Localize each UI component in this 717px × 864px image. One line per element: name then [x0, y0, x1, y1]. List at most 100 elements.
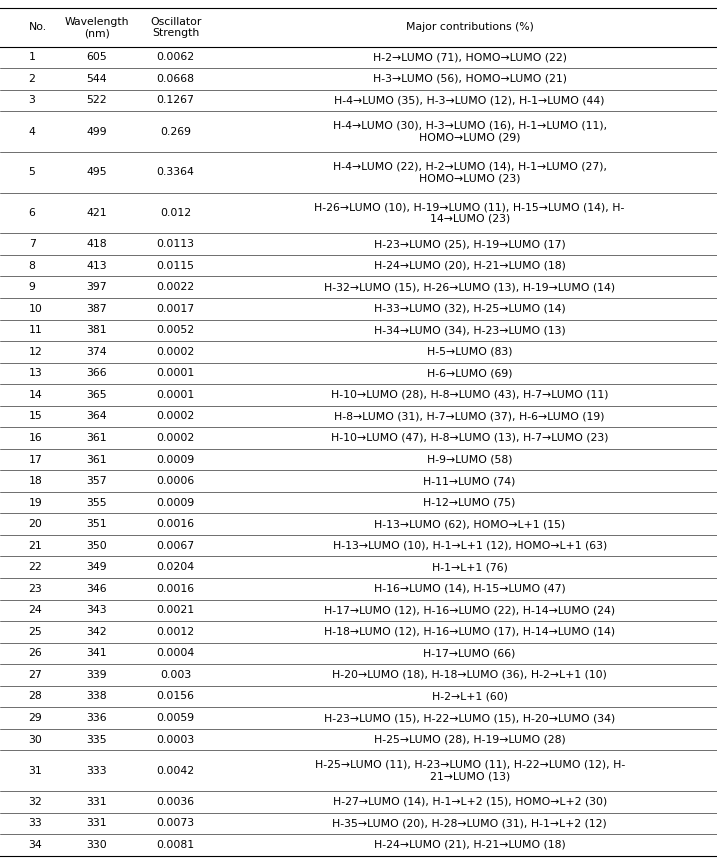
Text: 3: 3: [29, 96, 36, 105]
Text: H-5→LUMO (83): H-5→LUMO (83): [427, 346, 513, 357]
Text: No.: No.: [29, 22, 47, 33]
Text: H-11→LUMO (74): H-11→LUMO (74): [424, 476, 516, 486]
Text: 34: 34: [29, 840, 42, 850]
Text: H-4→LUMO (35), H-3→LUMO (12), H-1→LUMO (44): H-4→LUMO (35), H-3→LUMO (12), H-1→LUMO (…: [334, 96, 605, 105]
Text: 374: 374: [87, 346, 107, 357]
Text: 381: 381: [87, 325, 107, 335]
Text: 10: 10: [29, 304, 42, 314]
Text: 2: 2: [29, 74, 36, 84]
Text: 355: 355: [87, 498, 107, 508]
Text: 31: 31: [29, 766, 42, 776]
Text: 21: 21: [29, 541, 42, 550]
Text: H-25→LUMO (28), H-19→LUMO (28): H-25→LUMO (28), H-19→LUMO (28): [374, 734, 566, 745]
Text: H-9→LUMO (58): H-9→LUMO (58): [427, 454, 513, 465]
Text: 0.0062: 0.0062: [156, 53, 195, 62]
Text: 0.0004: 0.0004: [156, 648, 195, 658]
Text: H-12→LUMO (75): H-12→LUMO (75): [424, 498, 516, 508]
Text: 9: 9: [29, 283, 36, 292]
Text: 6: 6: [29, 208, 36, 218]
Text: H-23→LUMO (25), H-19→LUMO (17): H-23→LUMO (25), H-19→LUMO (17): [374, 239, 566, 249]
Text: 0.0016: 0.0016: [156, 584, 195, 594]
Text: 28: 28: [29, 691, 42, 702]
Text: 4: 4: [29, 127, 36, 137]
Text: 361: 361: [87, 433, 107, 443]
Text: 0.0002: 0.0002: [156, 433, 195, 443]
Text: 25: 25: [29, 627, 42, 637]
Text: H-27→LUMO (14), H-1→L+2 (15), HOMO→L+2 (30): H-27→LUMO (14), H-1→L+2 (15), HOMO→L+2 (…: [333, 797, 607, 807]
Text: 331: 331: [87, 818, 107, 829]
Text: 15: 15: [29, 411, 42, 422]
Text: 0.0022: 0.0022: [156, 283, 195, 292]
Text: 7: 7: [29, 239, 36, 249]
Text: H-35→LUMO (20), H-28→LUMO (31), H-1→L+2 (12): H-35→LUMO (20), H-28→LUMO (31), H-1→L+2 …: [332, 818, 607, 829]
Text: 27: 27: [29, 670, 42, 680]
Text: 12: 12: [29, 346, 42, 357]
Text: 0.0001: 0.0001: [156, 368, 195, 378]
Text: 1: 1: [29, 53, 36, 62]
Text: 0.0059: 0.0059: [156, 713, 195, 723]
Text: 8: 8: [29, 261, 36, 270]
Text: H-25→LUMO (11), H-23→LUMO (11), H-22→LUMO (12), H-
21→LUMO (13): H-25→LUMO (11), H-23→LUMO (11), H-22→LUM…: [315, 760, 625, 782]
Text: 0.1267: 0.1267: [157, 96, 194, 105]
Text: 19: 19: [29, 498, 42, 508]
Text: 0.3364: 0.3364: [157, 168, 194, 177]
Text: H-17→LUMO (12), H-16→LUMO (22), H-14→LUMO (24): H-17→LUMO (12), H-16→LUMO (22), H-14→LUM…: [324, 606, 615, 615]
Text: 0.0042: 0.0042: [156, 766, 195, 776]
Text: H-20→LUMO (18), H-18→LUMO (36), H-2→L+1 (10): H-20→LUMO (18), H-18→LUMO (36), H-2→L+1 …: [332, 670, 607, 680]
Text: 0.0012: 0.0012: [156, 627, 195, 637]
Text: 0.003: 0.003: [160, 670, 191, 680]
Text: 11: 11: [29, 325, 42, 335]
Text: H-26→LUMO (10), H-19→LUMO (11), H-15→LUMO (14), H-
14→LUMO (23): H-26→LUMO (10), H-19→LUMO (11), H-15→LUM…: [315, 202, 625, 224]
Text: 333: 333: [87, 766, 107, 776]
Text: 0.0052: 0.0052: [156, 325, 195, 335]
Text: 0.0009: 0.0009: [156, 454, 195, 465]
Text: 0.012: 0.012: [160, 208, 191, 218]
Text: 387: 387: [87, 304, 107, 314]
Text: 397: 397: [87, 283, 107, 292]
Text: 0.0001: 0.0001: [156, 390, 195, 400]
Text: H-18→LUMO (12), H-16→LUMO (17), H-14→LUMO (14): H-18→LUMO (12), H-16→LUMO (17), H-14→LUM…: [324, 627, 615, 637]
Text: 605: 605: [87, 53, 107, 62]
Text: H-10→LUMO (47), H-8→LUMO (13), H-7→LUMO (23): H-10→LUMO (47), H-8→LUMO (13), H-7→LUMO …: [331, 433, 609, 443]
Text: 413: 413: [87, 261, 107, 270]
Text: H-1→L+1 (76): H-1→L+1 (76): [432, 562, 508, 572]
Text: Oscillator
Strength: Oscillator Strength: [150, 16, 201, 38]
Text: H-4→LUMO (22), H-2→LUMO (14), H-1→LUMO (27),
HOMO→LUMO (23): H-4→LUMO (22), H-2→LUMO (14), H-1→LUMO (…: [333, 162, 607, 183]
Text: 350: 350: [87, 541, 107, 550]
Text: 335: 335: [87, 734, 107, 745]
Text: 0.0002: 0.0002: [156, 411, 195, 422]
Text: H-13→LUMO (10), H-1→L+1 (12), HOMO→L+1 (63): H-13→LUMO (10), H-1→L+1 (12), HOMO→L+1 (…: [333, 541, 607, 550]
Text: 0.0067: 0.0067: [156, 541, 195, 550]
Text: 0.0113: 0.0113: [157, 239, 194, 249]
Text: 0.0156: 0.0156: [157, 691, 194, 702]
Text: 17: 17: [29, 454, 42, 465]
Text: 5: 5: [29, 168, 36, 177]
Text: 0.269: 0.269: [160, 127, 191, 137]
Text: 544: 544: [87, 74, 107, 84]
Text: H-17→LUMO (66): H-17→LUMO (66): [424, 648, 516, 658]
Text: 330: 330: [87, 840, 107, 850]
Text: 0.0073: 0.0073: [156, 818, 195, 829]
Text: 13: 13: [29, 368, 42, 378]
Text: 339: 339: [87, 670, 107, 680]
Text: H-4→LUMO (30), H-3→LUMO (16), H-1→LUMO (11),
HOMO→LUMO (29): H-4→LUMO (30), H-3→LUMO (16), H-1→LUMO (…: [333, 121, 607, 143]
Text: 24: 24: [29, 606, 42, 615]
Text: 343: 343: [87, 606, 107, 615]
Text: 365: 365: [87, 390, 107, 400]
Text: H-16→LUMO (14), H-15→LUMO (47): H-16→LUMO (14), H-15→LUMO (47): [374, 584, 566, 594]
Text: 20: 20: [29, 519, 42, 529]
Text: 0.0204: 0.0204: [156, 562, 195, 572]
Text: H-6→LUMO (69): H-6→LUMO (69): [427, 368, 513, 378]
Text: 338: 338: [87, 691, 107, 702]
Text: H-10→LUMO (28), H-8→LUMO (43), H-7→LUMO (11): H-10→LUMO (28), H-8→LUMO (43), H-7→LUMO …: [331, 390, 609, 400]
Text: 23: 23: [29, 584, 42, 594]
Text: 0.0009: 0.0009: [156, 498, 195, 508]
Text: 349: 349: [87, 562, 107, 572]
Text: Major contributions (%): Major contributions (%): [406, 22, 533, 33]
Text: 331: 331: [87, 797, 107, 807]
Text: 14: 14: [29, 390, 42, 400]
Text: 0.0002: 0.0002: [156, 346, 195, 357]
Text: 351: 351: [87, 519, 107, 529]
Text: 495: 495: [87, 168, 107, 177]
Text: 499: 499: [87, 127, 107, 137]
